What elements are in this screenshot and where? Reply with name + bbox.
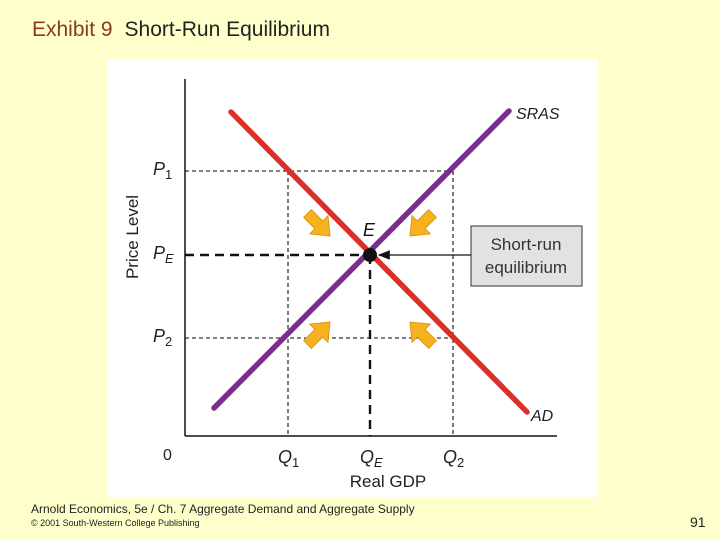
q2-label: Q2	[443, 447, 464, 470]
origin-label: 0	[163, 447, 172, 464]
arrow-lower-right-icon	[409, 321, 437, 349]
callout-line-1: Short-run	[491, 235, 562, 254]
ad-label: AD	[530, 408, 554, 425]
callout-line-2: equilibrium	[485, 258, 567, 277]
pe-label: PE	[153, 243, 174, 266]
exhibit-number: Exhibit 9	[32, 18, 113, 41]
y-axis-title: Price Level	[123, 195, 142, 279]
q1-label: Q1	[278, 447, 299, 470]
diagram-panel: Short-run equilibrium E SRAS AD P1 PE P2…	[107, 59, 598, 497]
callout-box	[470, 225, 583, 287]
slide-title: Exhibit 9 Short-Run Equilibrium	[32, 18, 330, 42]
footer-copyright: © 2001 South-Western College Publishing	[31, 518, 200, 528]
arrow-lower-left-icon	[303, 321, 331, 349]
converging-arrow-icons	[303, 209, 437, 349]
exhibit-title: Short-Run Equilibrium	[124, 18, 330, 41]
arrow-upper-left-icon	[303, 209, 331, 237]
arrow-upper-right-icon	[409, 209, 437, 237]
page-number: 91	[690, 514, 706, 530]
sras-curve	[211, 108, 512, 411]
ad-curve	[228, 109, 530, 415]
equilibrium-diagram: Short-run equilibrium E SRAS AD P1 PE P2…	[123, 79, 583, 491]
footer-source: Arnold Economics, 5e / Ch. 7 Aggregate D…	[31, 502, 415, 516]
equilibrium-point	[363, 248, 377, 262]
sras-label: SRAS	[516, 106, 560, 123]
equilibrium-label: E	[363, 220, 376, 240]
x-axis-title: Real GDP	[350, 472, 427, 491]
p1-label: P1	[153, 159, 172, 182]
p2-label: P2	[153, 326, 172, 349]
qe-label: QE	[360, 447, 383, 470]
